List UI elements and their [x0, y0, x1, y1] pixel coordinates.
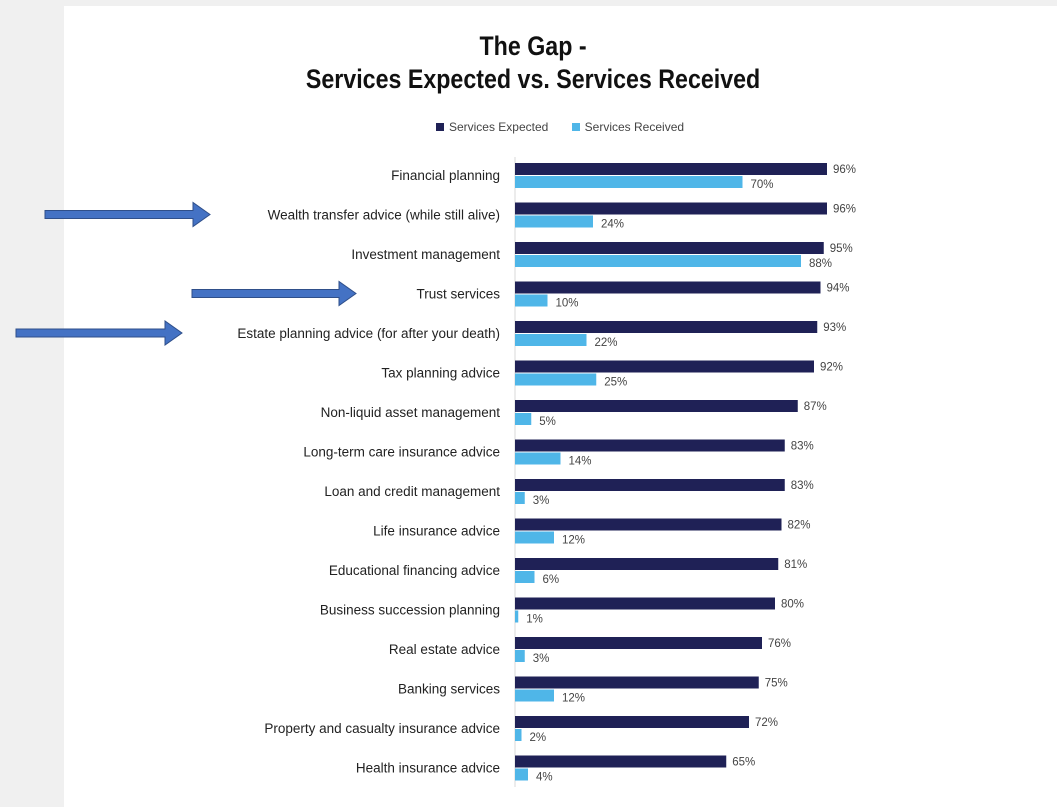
- legend-label-expected: Services Expected: [448, 120, 549, 134]
- annotation-arrow: [191, 280, 357, 307]
- legend-swatch-expected: [435, 123, 444, 131]
- bar-services-received: [515, 176, 743, 188]
- data-label-services-expected: 96%: [833, 204, 856, 216]
- data-label-services-received: 2%: [530, 732, 547, 744]
- data-label-services-expected: 81%: [784, 559, 807, 571]
- bar-services-expected: [515, 597, 775, 610]
- data-label-services-expected: 87%: [804, 401, 827, 413]
- category-label: Property and casualty insurance advice: [264, 721, 500, 736]
- category-label: Wealth transfer advice (while still aliv…: [268, 208, 500, 223]
- bar-services-expected: [515, 716, 749, 728]
- data-label-services-received: 14%: [569, 456, 592, 468]
- data-label-services-received: 1%: [526, 614, 543, 626]
- bar-services-received: [515, 689, 554, 702]
- bar-services-expected: [515, 202, 827, 215]
- data-label-services-expected: 92%: [820, 362, 843, 374]
- category-label: Business succession planning: [320, 603, 500, 618]
- legend-swatch-received: [571, 123, 580, 131]
- data-label-services-expected: 93%: [823, 322, 846, 334]
- data-label-services-expected: 83%: [791, 480, 814, 492]
- data-label-services-expected: 94%: [827, 283, 850, 295]
- data-label-services-expected: 95%: [830, 243, 853, 255]
- legend-item-expected: Services Expected: [435, 120, 549, 134]
- chart-title: The Gap - Services Expected vs. Services…: [79, 30, 988, 96]
- bar-services-expected: [515, 439, 785, 452]
- bar-services-expected: [515, 242, 824, 254]
- data-label-services-received: 5%: [539, 416, 556, 428]
- bar-services-expected: [515, 755, 727, 768]
- bar-services-expected: [515, 281, 821, 294]
- data-label-services-received: 88%: [809, 258, 832, 270]
- bar-services-expected: [515, 400, 798, 412]
- data-label-services-received: 12%: [562, 693, 585, 705]
- category-label: Tax planning advice: [381, 366, 500, 381]
- data-label-services-received: 24%: [601, 219, 624, 231]
- bar-services-received: [515, 768, 528, 781]
- bar-services-received: [515, 413, 532, 425]
- bar-services-received: [515, 610, 519, 623]
- data-label-services-received: 3%: [533, 653, 550, 665]
- category-label: Banking services: [398, 682, 500, 697]
- bar-services-expected: [515, 360, 814, 373]
- data-label-services-received: 6%: [543, 574, 560, 586]
- category-label: Estate planning advice (for after your d…: [237, 326, 500, 341]
- bar-services-expected: [515, 637, 762, 649]
- category-label: Investment management: [351, 247, 500, 262]
- bar-services-received: [515, 255, 801, 267]
- data-label-services-expected: 82%: [788, 520, 811, 532]
- bar-services-expected: [515, 676, 759, 689]
- annotation-arrow: [44, 201, 211, 228]
- annotation-arrow: [15, 320, 183, 346]
- bar-services-received: [515, 215, 593, 228]
- legend-item-received: Services Received: [571, 120, 685, 134]
- chart-title-line-2: Services Expected vs. Services Received: [305, 64, 761, 94]
- category-label: Long-term care insurance advice: [303, 445, 500, 460]
- data-label-services-received: 12%: [562, 535, 585, 547]
- legend-label-received: Services Received: [584, 120, 685, 134]
- bar-services-expected: [515, 558, 779, 570]
- data-label-services-received: 4%: [536, 772, 553, 784]
- category-label: Real estate advice: [389, 642, 500, 657]
- data-label-services-expected: 72%: [755, 717, 778, 729]
- bar-services-received: [515, 571, 535, 583]
- data-label-services-received: 25%: [604, 377, 627, 389]
- data-label-services-expected: 76%: [768, 638, 791, 650]
- bar-services-received: [515, 294, 548, 307]
- bar-services-received: [515, 452, 561, 465]
- bar-services-expected: [515, 518, 782, 531]
- bar-services-expected: [515, 163, 827, 175]
- bar-services-received: [515, 729, 522, 741]
- category-label: Financial planning: [391, 168, 500, 183]
- category-label: Loan and credit management: [324, 484, 500, 499]
- data-label-services-received: 70%: [751, 179, 774, 191]
- bar-services-received: [515, 373, 597, 386]
- bar-services-received: [515, 650, 525, 662]
- data-label-services-expected: 83%: [791, 441, 814, 453]
- data-label-services-expected: 96%: [833, 164, 856, 176]
- data-label-services-received: 3%: [533, 495, 550, 507]
- data-label-services-received: 10%: [556, 298, 579, 310]
- data-label-services-received: 22%: [595, 337, 618, 349]
- category-label: Health insurance advice: [356, 761, 500, 776]
- category-label: Life insurance advice: [373, 524, 500, 539]
- chart-title-line-1: The Gap -: [479, 31, 587, 61]
- bar-services-received: [515, 334, 587, 346]
- data-label-services-expected: 80%: [781, 599, 804, 611]
- chart-legend: Services Expected Services Received: [0, 120, 1057, 134]
- data-label-services-expected: 65%: [732, 757, 755, 769]
- category-label: Non-liquid asset management: [321, 405, 501, 420]
- bar-services-received: [515, 531, 554, 544]
- category-label: Trust services: [416, 287, 500, 302]
- bar-services-expected: [515, 479, 785, 491]
- category-label: Educational financing advice: [329, 563, 500, 578]
- data-label-services-expected: 75%: [765, 678, 788, 690]
- bar-services-received: [515, 492, 525, 504]
- bar-services-expected: [515, 321, 818, 333]
